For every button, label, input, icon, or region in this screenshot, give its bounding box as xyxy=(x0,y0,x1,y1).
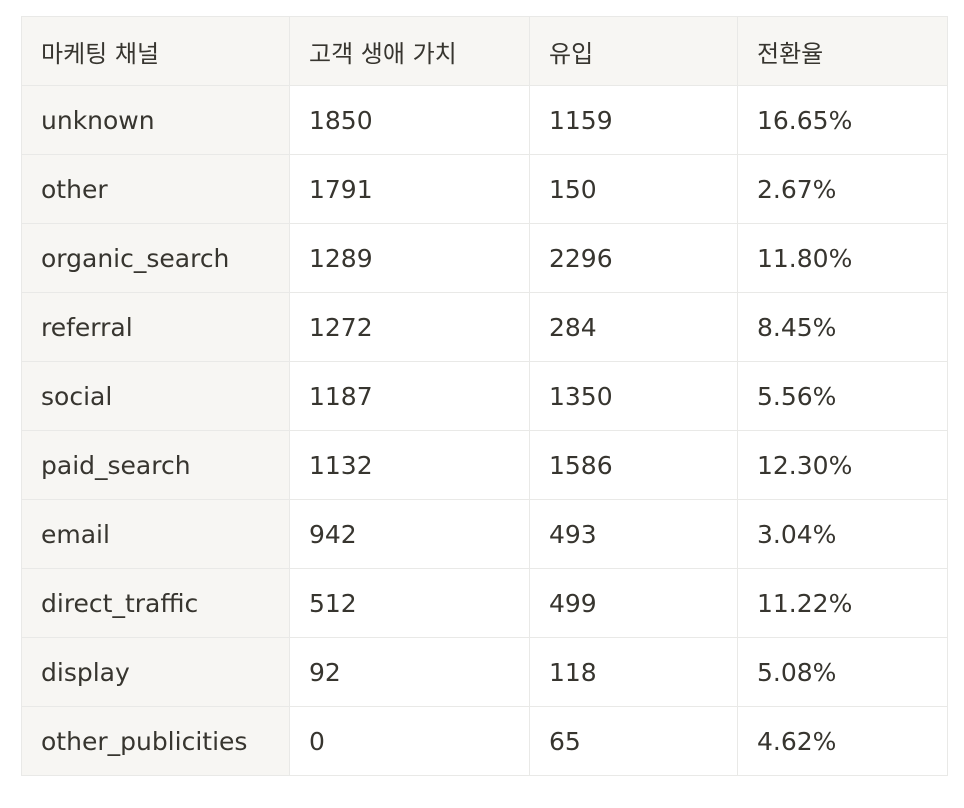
data-table: 마케팅 채널 고객 생애 가치 유입 전환율 unknown 1850 1159… xyxy=(21,16,948,776)
cell-inflow: 499 xyxy=(529,568,738,638)
cell-channel: other xyxy=(21,154,290,224)
table-row: direct_traffic 512 499 11.22% xyxy=(21,568,948,638)
cell-inflow: 2296 xyxy=(529,223,738,293)
table-row: display 92 118 5.08% xyxy=(21,637,948,707)
column-header-conversion-rate: 전환율 xyxy=(737,16,948,86)
cell-conversion-rate: 11.80% xyxy=(737,223,948,293)
cell-conversion-rate: 5.08% xyxy=(737,637,948,707)
column-header-channel: 마케팅 채널 xyxy=(21,16,290,86)
header-row: 마케팅 채널 고객 생애 가치 유입 전환율 xyxy=(21,16,948,86)
cell-conversion-rate: 2.67% xyxy=(737,154,948,224)
cell-channel: organic_search xyxy=(21,223,290,293)
cell-conversion-rate: 11.22% xyxy=(737,568,948,638)
cell-conversion-rate: 16.65% xyxy=(737,85,948,155)
cell-conversion-rate: 12.30% xyxy=(737,430,948,500)
table-row: organic_search 1289 2296 11.80% xyxy=(21,223,948,293)
cell-inflow: 284 xyxy=(529,292,738,362)
cell-inflow: 493 xyxy=(529,499,738,569)
cell-conversion-rate: 3.04% xyxy=(737,499,948,569)
cell-channel: direct_traffic xyxy=(21,568,290,638)
table-row: other 1791 150 2.67% xyxy=(21,154,948,224)
table-body: unknown 1850 1159 16.65% other 1791 150 … xyxy=(21,85,948,776)
cell-inflow: 150 xyxy=(529,154,738,224)
cell-lifetime-value: 512 xyxy=(289,568,530,638)
cell-channel: email xyxy=(21,499,290,569)
cell-lifetime-value: 1850 xyxy=(289,85,530,155)
table-header: 마케팅 채널 고객 생애 가치 유입 전환율 xyxy=(21,16,948,86)
cell-conversion-rate: 4.62% xyxy=(737,706,948,776)
cell-inflow: 1159 xyxy=(529,85,738,155)
cell-lifetime-value: 1132 xyxy=(289,430,530,500)
cell-lifetime-value: 1791 xyxy=(289,154,530,224)
cell-channel: social xyxy=(21,361,290,431)
cell-inflow: 1350 xyxy=(529,361,738,431)
table-row: other_publicities 0 65 4.62% xyxy=(21,706,948,776)
cell-lifetime-value: 92 xyxy=(289,637,530,707)
cell-inflow: 1586 xyxy=(529,430,738,500)
column-header-lifetime-value: 고객 생애 가치 xyxy=(289,16,530,86)
table-row: email 942 493 3.04% xyxy=(21,499,948,569)
cell-lifetime-value: 0 xyxy=(289,706,530,776)
cell-channel: referral xyxy=(21,292,290,362)
cell-lifetime-value: 1272 xyxy=(289,292,530,362)
column-header-inflow: 유입 xyxy=(529,16,738,86)
cell-channel: display xyxy=(21,637,290,707)
cell-conversion-rate: 5.56% xyxy=(737,361,948,431)
cell-channel: unknown xyxy=(21,85,290,155)
cell-channel: paid_search xyxy=(21,430,290,500)
cell-lifetime-value: 1187 xyxy=(289,361,530,431)
cell-inflow: 65 xyxy=(529,706,738,776)
cell-conversion-rate: 8.45% xyxy=(737,292,948,362)
cell-lifetime-value: 942 xyxy=(289,499,530,569)
table-row: referral 1272 284 8.45% xyxy=(21,292,948,362)
cell-lifetime-value: 1289 xyxy=(289,223,530,293)
table-row: paid_search 1132 1586 12.30% xyxy=(21,430,948,500)
table-row: unknown 1850 1159 16.65% xyxy=(21,85,948,155)
cell-inflow: 118 xyxy=(529,637,738,707)
cell-channel: other_publicities xyxy=(21,706,290,776)
table-row: social 1187 1350 5.56% xyxy=(21,361,948,431)
